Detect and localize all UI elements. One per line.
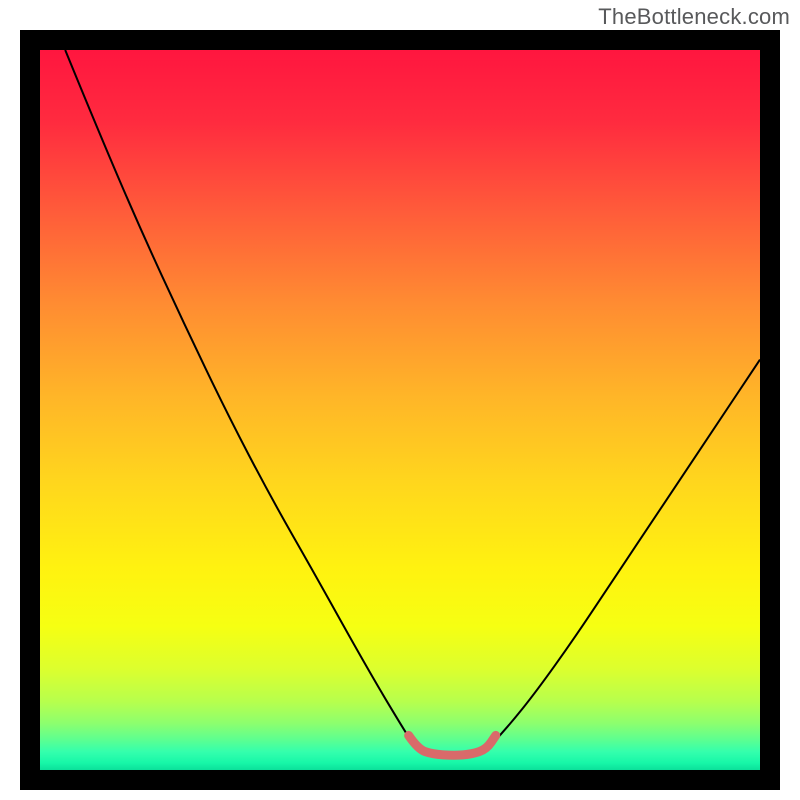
plot-background-gradient <box>40 50 760 770</box>
bottleneck-chart <box>0 0 800 800</box>
watermark-text: TheBottleneck.com <box>598 4 790 30</box>
chart-container: TheBottleneck.com <box>0 0 800 800</box>
